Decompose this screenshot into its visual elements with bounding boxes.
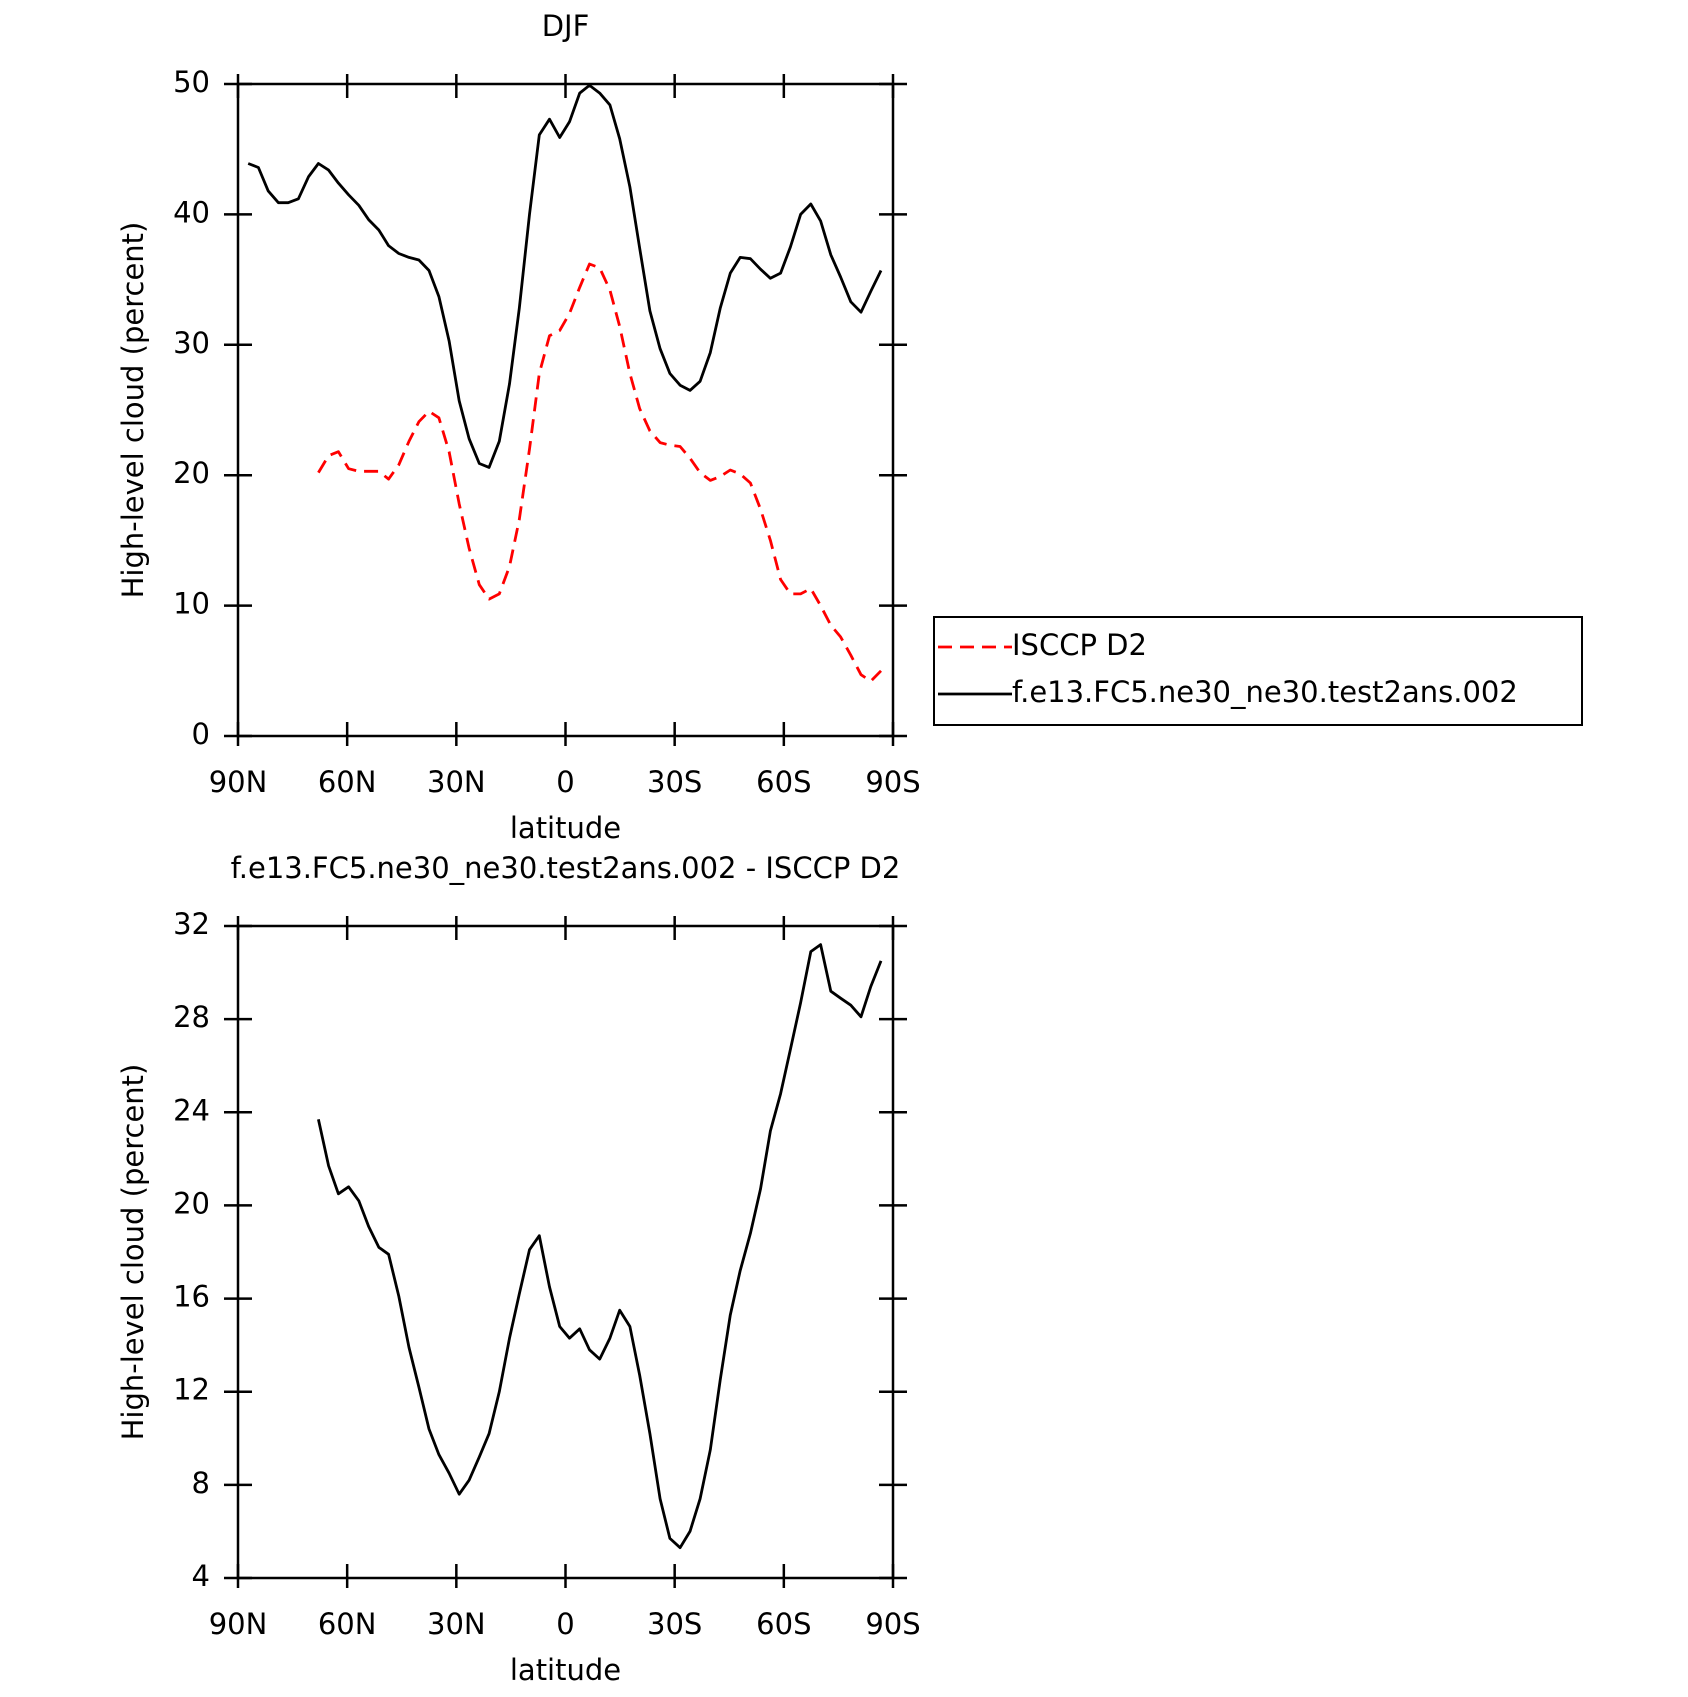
y-tick-label: 40 <box>173 195 210 229</box>
y-axis-label: High-level cloud (percent) <box>116 1064 150 1441</box>
y-tick-label: 16 <box>173 1280 210 1314</box>
x-tick-label: 90N <box>209 765 268 799</box>
y-tick-label: 12 <box>173 1373 210 1407</box>
legend-box <box>933 616 1583 726</box>
legend-label: f.e13.FC5.ne30_ne30.test2ans.002 <box>1012 675 1518 709</box>
x-tick-label: 90S <box>865 765 920 799</box>
y-tick-label: 24 <box>173 1093 210 1127</box>
y-axis-label: High-level cloud (percent) <box>116 222 150 599</box>
y-tick-label: 28 <box>173 1000 210 1034</box>
x-tick-label: 30N <box>427 765 486 799</box>
y-tick-label: 4 <box>192 1559 210 1593</box>
x-axis-label: latitude <box>510 811 621 845</box>
y-tick-label: 20 <box>173 456 210 490</box>
x-tick-label: 60S <box>756 765 811 799</box>
y-tick-label: 50 <box>173 65 210 99</box>
y-tick-label: 20 <box>173 1186 210 1220</box>
x-tick-label: 0 <box>556 1607 574 1641</box>
x-tick-label: 30S <box>647 1607 702 1641</box>
x-tick-label: 90S <box>865 1607 920 1641</box>
x-tick-label: 90N <box>209 1607 268 1641</box>
x-tick-label: 30S <box>647 765 702 799</box>
y-tick-label: 0 <box>192 717 210 751</box>
x-tick-label: 60N <box>318 1607 377 1641</box>
y-tick-label: 30 <box>173 326 210 360</box>
y-tick-label: 8 <box>192 1466 210 1500</box>
chart-title: DJF <box>542 9 590 43</box>
x-tick-label: 60S <box>756 1607 811 1641</box>
x-tick-label: 30N <box>427 1607 486 1641</box>
x-tick-label: 60N <box>318 765 377 799</box>
data-line <box>317 943 883 1550</box>
data-line <box>317 262 882 683</box>
x-axis-label: latitude <box>510 1653 621 1687</box>
x-tick-label: 0 <box>556 765 574 799</box>
y-tick-label: 10 <box>173 587 210 621</box>
y-tick-label: 32 <box>173 907 210 941</box>
data-line <box>247 83 883 469</box>
chart-title: f.e13.FC5.ne30_ne30.test2ans.002 - ISCCP… <box>231 851 901 885</box>
legend-label: ISCCP D2 <box>1012 628 1147 662</box>
